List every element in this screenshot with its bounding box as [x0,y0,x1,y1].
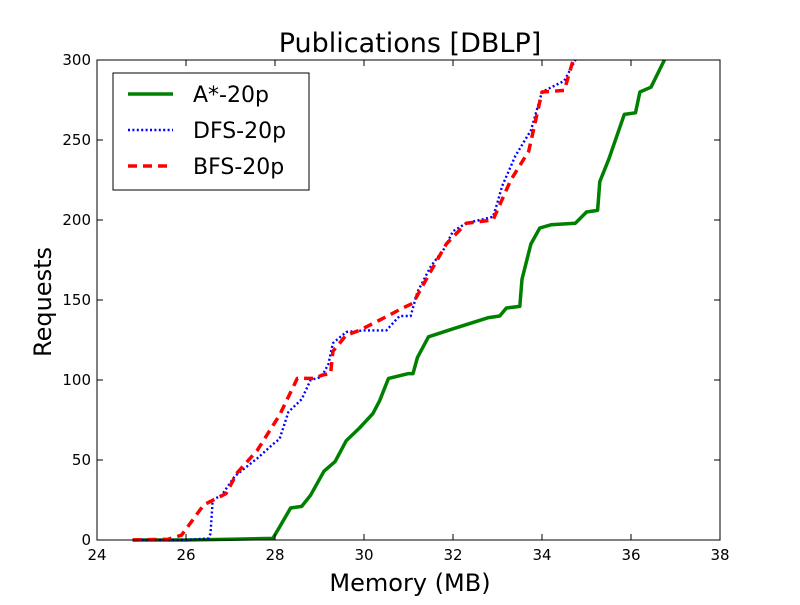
x-tick-label: 30 [354,546,373,564]
x-tick-label: 26 [176,546,195,564]
legend: A*-20p DFS-20p BFS-20p [112,72,310,191]
legend-label-1: DFS-20p [193,119,286,144]
x-tick-label: 36 [621,546,640,564]
x-axis-label: Memory (MB) [329,569,490,597]
chart-title: Publications [DBLP] [279,28,542,59]
y-axis-label: Requests [29,247,57,357]
y-tick-label: 100 [62,371,91,389]
x-tick-label: 38 [710,546,729,564]
x-tick-label: 32 [443,546,462,564]
x-tick-label: 24 [87,546,106,564]
legend-label-0: A*-20p [193,83,269,108]
y-tick-label: 250 [62,131,91,149]
y-tick-label: 200 [62,211,91,229]
series-line-0 [132,59,666,542]
y-tick-label: 0 [81,531,91,549]
y-tick-label: 150 [62,291,91,309]
y-tick-label: 300 [62,51,91,69]
legend-label-2: BFS-20p [193,155,284,180]
x-tick-label: 34 [532,546,551,564]
x-tick-label: 28 [265,546,284,564]
y-tick-label: 50 [72,451,91,469]
